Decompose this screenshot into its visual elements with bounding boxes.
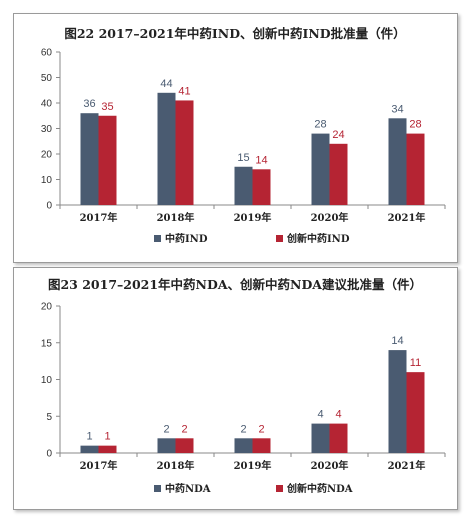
legend-swatch xyxy=(154,235,161,242)
data-label: 44 xyxy=(160,78,172,90)
data-label: 28 xyxy=(314,119,326,131)
y-tick-label: 5 xyxy=(46,412,52,423)
data-label: 34 xyxy=(391,103,403,115)
y-tick-label: 30 xyxy=(41,124,53,135)
x-tick-label: 2020年 xyxy=(311,211,349,224)
data-label: 1 xyxy=(86,431,92,443)
legend-entry: 中药NDA xyxy=(165,482,211,495)
bar-series-1 xyxy=(80,445,99,453)
data-label: 2 xyxy=(163,423,169,435)
data-label: 41 xyxy=(178,85,190,97)
legend-swatch xyxy=(276,235,283,242)
bar-series-1 xyxy=(311,133,330,205)
legend-swatch xyxy=(154,485,161,492)
data-label: 4 xyxy=(317,409,323,421)
x-tick-label: 2019年 xyxy=(234,211,272,224)
legend-entry: 中药IND xyxy=(165,232,208,245)
bar-series-1 xyxy=(388,350,407,453)
y-tick-label: 15 xyxy=(41,338,53,349)
x-tick-label: 2019年 xyxy=(234,459,272,472)
bar-series-2 xyxy=(329,423,348,453)
bar-series-1 xyxy=(157,438,176,453)
y-tick-label: 60 xyxy=(41,48,53,59)
bar-series-2 xyxy=(329,143,348,205)
x-tick-label: 2018年 xyxy=(157,459,195,472)
chart-panel-nda: 图23 2017–2021年中药NDA、创新中药NDA建议批准量（件） 0 5 10 1… xyxy=(13,267,458,510)
data-label: 11 xyxy=(410,357,421,369)
bar-series-1 xyxy=(234,166,253,205)
bar-series-2 xyxy=(98,115,117,205)
bar-series-1 xyxy=(80,113,99,205)
bar-series-2 xyxy=(98,445,117,453)
y-tick-label: 10 xyxy=(41,375,53,386)
x-tick-label: 2018年 xyxy=(157,211,195,224)
bar-series-1 xyxy=(388,118,407,205)
y-tick-label: 20 xyxy=(41,150,53,161)
y-tick-label: 0 xyxy=(46,449,52,460)
legend-entry: 创新中药IND xyxy=(286,232,350,245)
data-label: 24 xyxy=(332,129,344,141)
bar-series-1 xyxy=(311,423,330,453)
bar-series-2 xyxy=(406,372,425,453)
x-tick-label: 2021年 xyxy=(388,459,426,472)
bar-series-2 xyxy=(252,438,271,453)
x-tick-label: 2021年 xyxy=(388,211,426,224)
y-tick-label: 10 xyxy=(41,175,53,186)
data-label: 4 xyxy=(335,409,341,421)
chart-nda: 图23 2017–2021年中药NDA、创新中药NDA建议批准量（件） 0 5 10 1… xyxy=(41,277,446,495)
y-tick-label: 0 xyxy=(46,201,52,212)
y-tick-label: 50 xyxy=(41,73,53,84)
data-label: 15 xyxy=(237,152,249,164)
data-label: 14 xyxy=(255,154,267,166)
chart-ind: 图22 2017–2021年中药IND、创新中药IND批准量（件） 0 10 20 30… xyxy=(41,26,446,245)
data-label: 2 xyxy=(240,423,246,435)
data-label: 36 xyxy=(83,98,95,110)
bar-series-1 xyxy=(157,92,176,205)
chart-title: 图23 2017–2021年中药NDA、创新中药NDA建议批准量（件） xyxy=(48,277,422,292)
bar-series-2 xyxy=(175,100,194,205)
x-tick-label: 2020年 xyxy=(311,459,349,472)
chart-panel-ind: 图22 2017–2021年中药IND、创新中药IND批准量（件） 0 10 20 30… xyxy=(13,13,458,263)
legend-swatch xyxy=(276,485,283,492)
bar-series-2 xyxy=(406,133,425,205)
chart-title: 图22 2017–2021年中药IND、创新中药IND批准量（件） xyxy=(64,26,405,41)
data-label: 2 xyxy=(181,423,187,435)
legend-entry: 创新中药NDA xyxy=(286,482,353,495)
data-label: 1 xyxy=(104,431,110,443)
y-tick-label: 40 xyxy=(41,99,53,110)
data-label: 14 xyxy=(391,335,403,347)
data-label: 35 xyxy=(101,101,113,113)
y-tick-label: 20 xyxy=(41,302,53,313)
data-label: 28 xyxy=(409,119,421,131)
bar-series-2 xyxy=(175,438,194,453)
bar-series-1 xyxy=(234,438,253,453)
bar-series-2 xyxy=(252,169,271,205)
x-tick-label: 2017年 xyxy=(80,211,118,224)
x-tick-label: 2017年 xyxy=(80,459,118,472)
data-label: 2 xyxy=(258,423,264,435)
